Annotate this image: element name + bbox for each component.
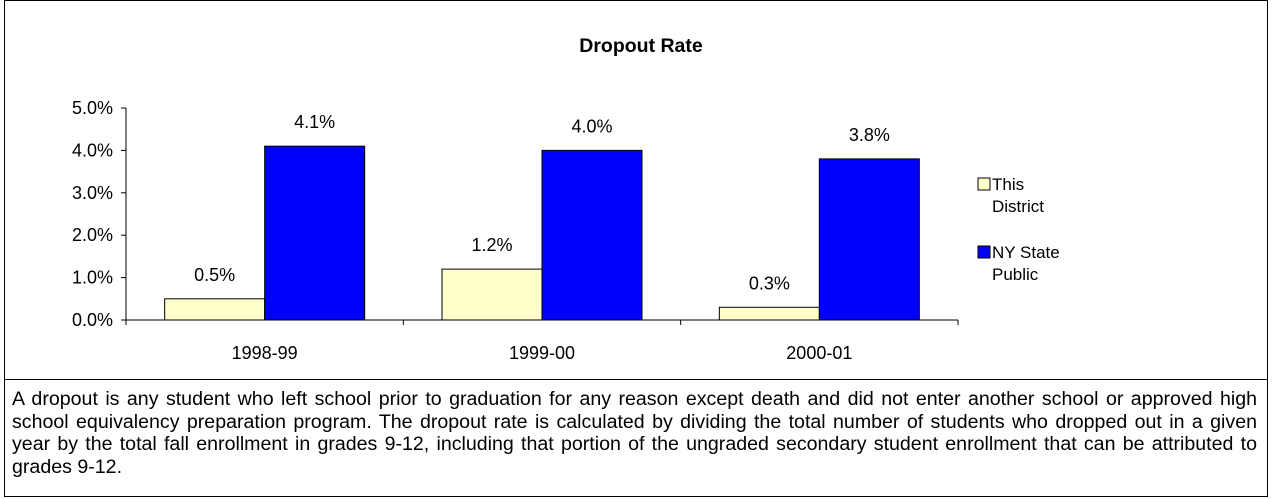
- y-tick-label: 5.0%: [72, 98, 113, 118]
- dropout-definition-caption: A dropout is any student who left school…: [12, 388, 1257, 478]
- x-tick-label: 1999-00: [509, 343, 575, 363]
- x-tick-label: 2000-01: [786, 343, 852, 363]
- bar-this-district: [164, 298, 266, 321]
- x-tick-label: 1998-99: [232, 343, 298, 363]
- chart-title: Dropout Rate: [579, 35, 703, 57]
- bar-ny-state-public: [818, 158, 920, 321]
- y-tick-label: 3.0%: [72, 183, 113, 203]
- data-label: 0.5%: [194, 265, 235, 285]
- data-label: 3.8%: [849, 125, 890, 145]
- bar-this-district: [441, 268, 543, 321]
- y-tick-label: 2.0%: [72, 225, 113, 245]
- chart-frame: Dropout Rate 0.0% 1.0% 2.0% 3.0% 4.0% 5.0% 0.5…: [4, 0, 1268, 497]
- legend-label: District: [992, 197, 1044, 216]
- y-tick-label: 1.0%: [72, 268, 113, 288]
- data-label: 0.3%: [749, 273, 790, 293]
- legend-label: Public: [992, 265, 1039, 284]
- plot-area: 0.0% 1.0% 2.0% 3.0% 4.0% 5.0% 0.5% 4.1% 1998-99 1…: [72, 98, 959, 363]
- chart-area: Dropout Rate 0.0% 1.0% 2.0% 3.0% 4.0% 5.0% 0.5…: [5, 1, 1267, 380]
- y-tick-label: 4.0%: [72, 140, 113, 160]
- dropout-rate-chart: Dropout Rate 0.0% 1.0% 2.0% 3.0% 4.0% 5.0% 0.5…: [72, 35, 1060, 363]
- y-tick-label: 0.0%: [72, 310, 113, 330]
- legend: This District NY State Public: [977, 175, 1060, 284]
- bar-ny-state-public: [541, 149, 643, 321]
- bar-this-district: [718, 306, 820, 321]
- data-label: 4.0%: [571, 116, 612, 136]
- legend-swatch: [977, 245, 991, 259]
- bar-ny-state-public: [264, 145, 366, 321]
- data-label: 4.1%: [294, 112, 335, 132]
- legend-label: NY State: [992, 243, 1060, 262]
- data-label: 1.2%: [471, 235, 512, 255]
- legend-label: This: [992, 175, 1024, 194]
- legend-swatch: [977, 177, 991, 191]
